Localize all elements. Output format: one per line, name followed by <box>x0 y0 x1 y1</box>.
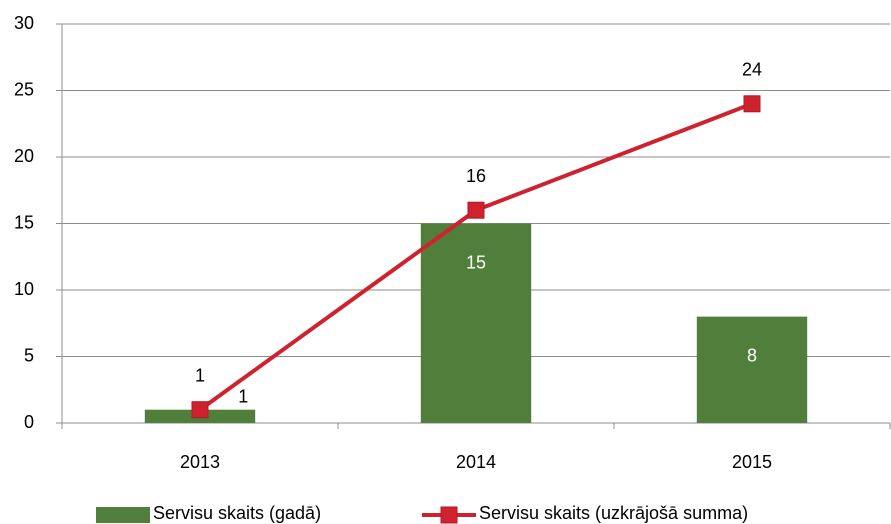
legend-swatch <box>440 506 458 524</box>
y-tick-label: 10 <box>14 279 34 299</box>
data-label: 8 <box>747 345 757 365</box>
data-label: 24 <box>742 60 762 80</box>
y-tick-label: 15 <box>14 212 34 232</box>
data-label: 16 <box>466 166 486 186</box>
bar <box>420 223 532 423</box>
x-tick-label: 2013 <box>180 452 220 472</box>
legend-swatch <box>96 507 150 523</box>
y-tick-label: 30 <box>14 13 34 33</box>
y-tick-label: 5 <box>24 345 34 365</box>
y-tick-label: 25 <box>14 79 34 99</box>
marker <box>743 95 761 113</box>
y-tick-label: 0 <box>24 412 34 432</box>
y-tick-label: 20 <box>14 146 34 166</box>
legend-label: Servisu skaits (uzkrājošā summa) <box>479 503 748 523</box>
marker <box>191 401 209 419</box>
x-tick-label: 2014 <box>456 452 496 472</box>
data-label: 1 <box>195 365 205 385</box>
data-label: 15 <box>466 252 486 272</box>
bar <box>696 316 808 423</box>
marker <box>467 201 485 219</box>
x-tick-label: 2015 <box>732 452 772 472</box>
data-label: 1 <box>238 386 248 406</box>
legend-label: Servisu skaits (gadā) <box>153 503 321 523</box>
